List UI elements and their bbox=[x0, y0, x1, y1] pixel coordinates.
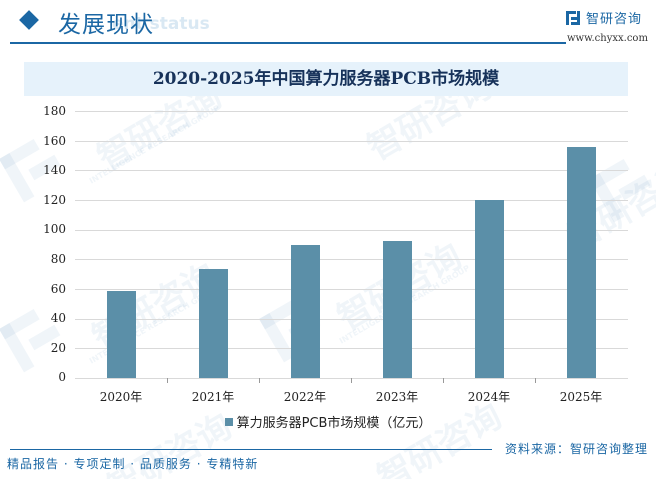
y-tick: 120 bbox=[43, 193, 66, 207]
bar-2020年 bbox=[106, 290, 136, 378]
gridline bbox=[75, 289, 628, 290]
y-tick: 180 bbox=[43, 104, 66, 118]
section-subtitle: ent status bbox=[112, 14, 210, 34]
bar-2024年 bbox=[474, 200, 504, 378]
plot-area bbox=[75, 111, 628, 379]
header: ent status 发展现状 智研咨询 www.chyxx.com bbox=[0, 0, 656, 50]
brand: 智研咨询 bbox=[566, 8, 642, 27]
x-label: 2021年 bbox=[191, 390, 235, 404]
x-tick-mark bbox=[443, 378, 444, 383]
gridline bbox=[75, 318, 628, 320]
gridline bbox=[75, 229, 628, 231]
y-tick: 160 bbox=[43, 134, 66, 148]
gridline bbox=[75, 259, 628, 261]
y-tick: 60 bbox=[50, 282, 66, 296]
x-tick-mark bbox=[535, 378, 536, 383]
x-tick-mark bbox=[259, 378, 260, 383]
brand-logo-icon bbox=[566, 10, 580, 25]
y-tick: 140 bbox=[43, 163, 66, 177]
x-label: 2022年 bbox=[283, 390, 327, 404]
legend-swatch bbox=[224, 417, 233, 426]
diamond-icon bbox=[19, 10, 39, 30]
x-label: 2020年 bbox=[99, 390, 143, 404]
y-tick: 0 bbox=[58, 370, 66, 384]
y-tick: 100 bbox=[43, 222, 66, 236]
chart-title-bar: 2020-2025年中国算力服务器PCB市场规模 bbox=[24, 62, 628, 96]
y-tick: 80 bbox=[50, 252, 66, 266]
chart-title: 2020-2025年中国算力服务器PCB市场规模 bbox=[152, 69, 500, 89]
gridline bbox=[75, 140, 628, 142]
bar-2022年 bbox=[290, 244, 320, 378]
x-label: 2023年 bbox=[375, 390, 419, 404]
bar-2021年 bbox=[198, 268, 228, 378]
slogan: 精品报告 · 专项定制 · 品质服务 · 专精特新 bbox=[7, 457, 259, 471]
legend: 算力服务器PCB市场规模（亿元） bbox=[0, 412, 656, 431]
section-title: 发展现状 bbox=[58, 12, 154, 38]
gridline bbox=[75, 170, 628, 172]
x-tick-mark bbox=[351, 378, 352, 383]
y-tick: 20 bbox=[50, 341, 66, 355]
gridline bbox=[75, 111, 628, 112]
gridline bbox=[75, 200, 628, 201]
x-tick-mark bbox=[167, 378, 168, 383]
x-label: 2025年 bbox=[559, 390, 603, 404]
brand-name: 智研咨询 bbox=[586, 12, 643, 27]
header-divider bbox=[10, 42, 566, 44]
brand-url: www.chyxx.com bbox=[567, 33, 648, 44]
footer-divider bbox=[10, 449, 492, 450]
bar-2025年 bbox=[566, 146, 596, 378]
bar-2023年 bbox=[382, 240, 412, 378]
gridline bbox=[75, 348, 628, 350]
source-note: 资料来源：智研咨询整理 bbox=[505, 442, 649, 456]
y-tick: 40 bbox=[50, 311, 66, 325]
x-label: 2024年 bbox=[467, 390, 511, 404]
legend-label: 算力服务器PCB市场规模（亿元） bbox=[236, 416, 432, 431]
